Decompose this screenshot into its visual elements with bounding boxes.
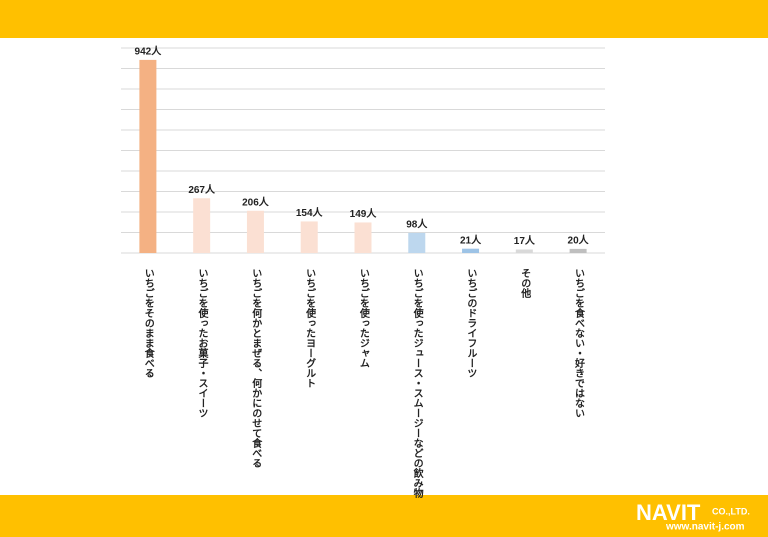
logo: NAVIT (636, 500, 701, 525)
value-label: 20人 (568, 234, 590, 247)
value-label: 267人 (188, 183, 216, 196)
bar (300, 221, 318, 253)
bar (569, 248, 587, 253)
value-label: 154人 (296, 206, 324, 219)
value-label: 98人 (406, 218, 428, 231)
x-tick-label: いちごを使ったお菓子・スイーツ (196, 268, 209, 418)
x-tick-label: いちごを何かとまぜる、何かにのせて食べる (250, 268, 263, 468)
bar (354, 222, 372, 253)
bar (515, 249, 533, 253)
x-tick-label: いちごを使ったジュース・スムージーなどの飲み物 (411, 268, 424, 499)
x-tick-label: いちごをそのまま食べる (142, 268, 155, 378)
value-label: 149人 (350, 207, 378, 220)
url: www.navit-j.com (665, 522, 745, 533)
bar (408, 232, 426, 253)
company: CO.,LTD. (712, 506, 750, 516)
x-tick-label: その他 (519, 268, 532, 299)
x-tick-label: いちごを使ったジャム (357, 268, 370, 368)
bar (193, 198, 211, 253)
footer-band (0, 495, 768, 537)
bar (139, 59, 157, 253)
value-label: 206人 (242, 195, 270, 208)
header-band (0, 0, 768, 38)
x-tick-label: いちごを使ったヨーグルト (304, 268, 317, 388)
bar (462, 248, 480, 253)
x-tick-label: いちごを食べない・好きではない (572, 268, 585, 418)
value-label: 942人 (135, 45, 163, 58)
bar (246, 210, 264, 253)
value-label: 21人 (460, 233, 482, 246)
x-tick-label: いちごのドライフルーツ (465, 268, 477, 378)
value-label: 17人 (514, 234, 536, 247)
